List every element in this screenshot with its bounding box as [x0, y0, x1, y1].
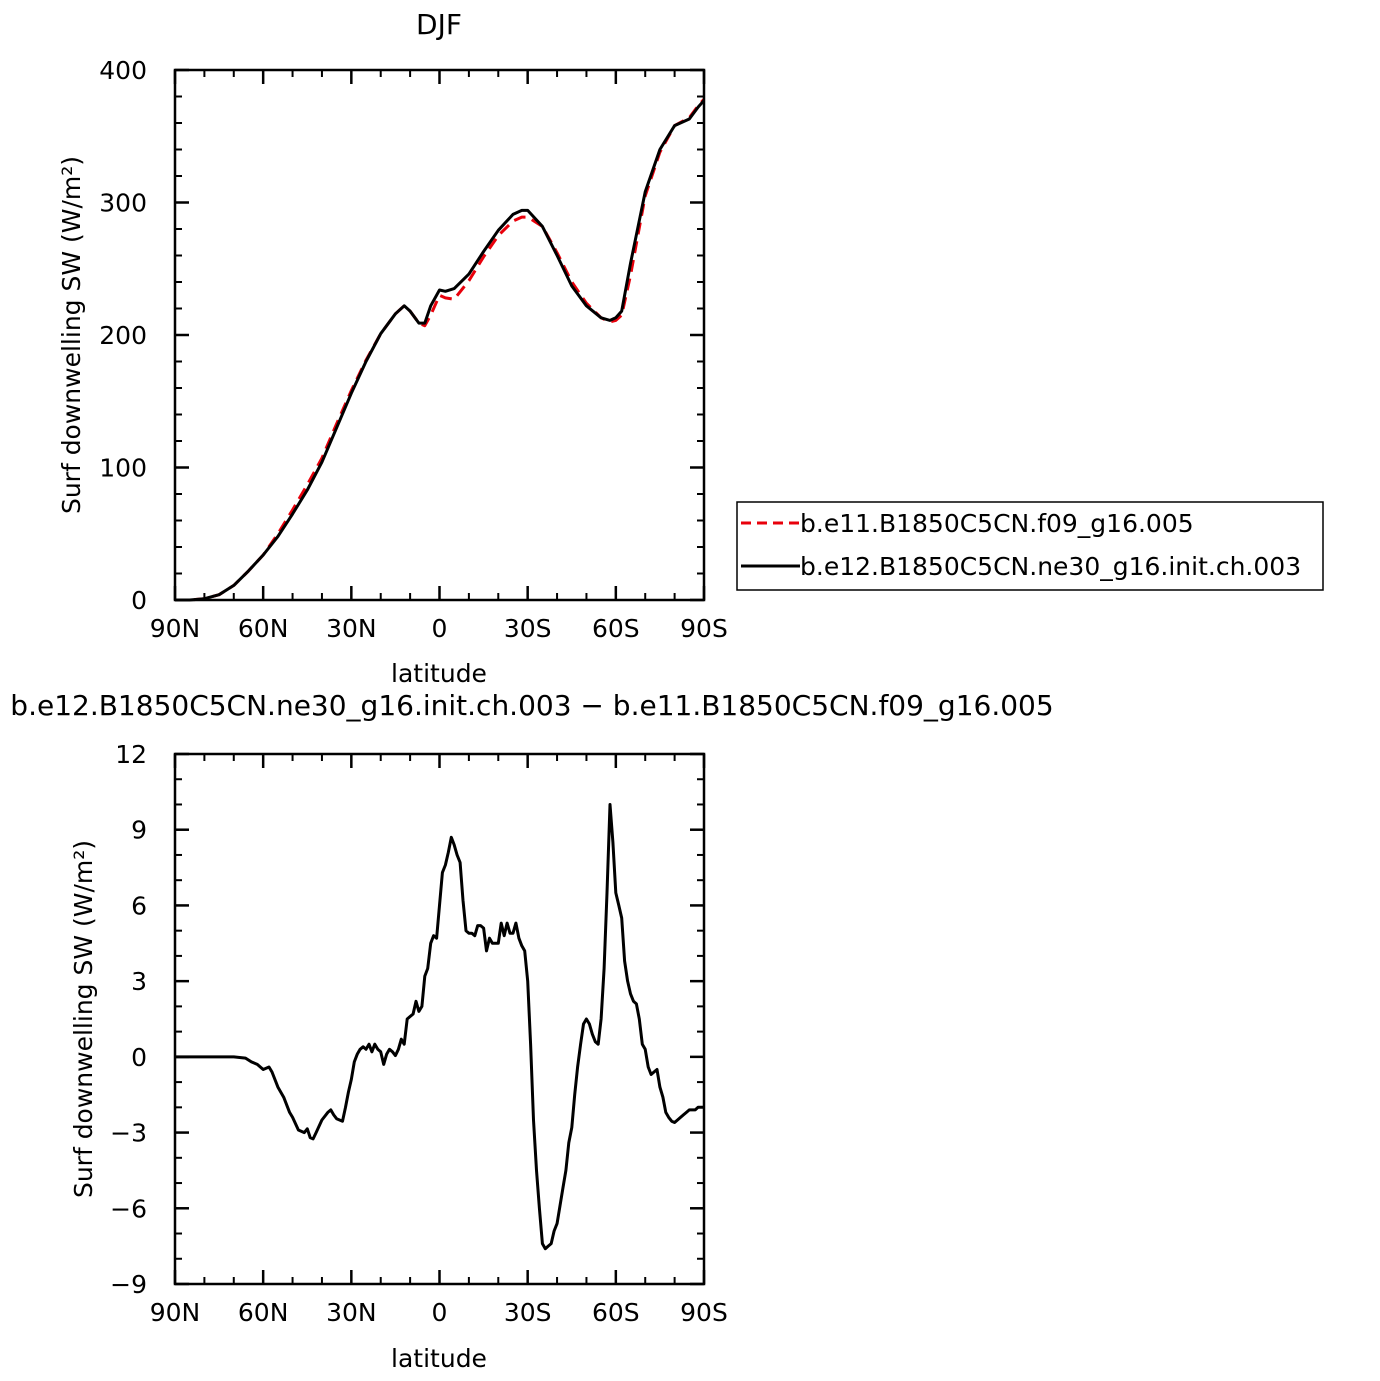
bottom-x-tick-label: 0 [432, 1298, 448, 1327]
legend-label-series-1: b.e11.B1850C5CN.f09_g16.005 [800, 509, 1194, 538]
top-plot-title: DJF [416, 8, 462, 41]
top-x-tick-label: 30S [504, 614, 552, 643]
bottom-x-tick-label: 60S [592, 1298, 640, 1327]
top-y-axis-title: Surf downwelling SW (W/m²) [57, 156, 86, 514]
bottom-y-tick-label: 9 [131, 816, 147, 845]
legend-label-series-2: b.e12.B1850C5CN.ne30_g16.init.ch.003 [800, 552, 1301, 581]
bottom-x-tick-label: 30S [504, 1298, 552, 1327]
bottom-axis-ticks: 90N 60N 30N 0 30S 60S 90S −9 −6 −3 0 3 6 9 12 [110, 740, 728, 1327]
top-x-tick-label: 30N [326, 614, 377, 643]
top-y-tick-label: 0 [131, 586, 147, 615]
bottom-x-axis-title: latitude [391, 1344, 487, 1373]
top-axis-ticks: 90N 60N 30N 0 30S 60S 90S 0 100 200 300 400 [99, 56, 728, 643]
bottom-plot-frame [173, 752, 706, 1286]
top-x-tick-label: 0 [432, 614, 448, 643]
top-series-group [175, 98, 706, 602]
top-y-tick-label: 200 [99, 321, 147, 350]
top-y-tick-label: 400 [99, 56, 147, 85]
bottom-y-tick-label: 6 [131, 891, 147, 920]
legend: b.e11.B1850C5CN.f09_g16.005 b.e12.B1850C… [736, 501, 1324, 591]
bottom-y-tick-label: −3 [110, 1119, 147, 1148]
top-series-line-2 [175, 99, 706, 602]
bottom-series-line-1 [175, 803, 704, 1251]
bottom-x-tick-label: 60N [238, 1298, 289, 1327]
bottom-y-tick-label: 3 [131, 967, 147, 996]
bottom-y-tick-label: 0 [131, 1043, 147, 1072]
top-x-tick-label: 60N [238, 614, 289, 643]
bottom-plot-title: b.e12.B1850C5CN.ne30_g16.init.ch.003 − b… [10, 689, 1053, 722]
top-series-line-1 [175, 98, 706, 602]
top-x-tick-label: 60S [592, 614, 640, 643]
bottom-panel: b.e12.B1850C5CN.ne30_g16.init.ch.003 − b… [10, 689, 1053, 1373]
top-y-tick-label: 100 [99, 454, 147, 483]
bottom-y-tick-label: 12 [115, 740, 147, 769]
top-x-axis-title: latitude [391, 659, 487, 688]
bottom-series-group [175, 803, 704, 1251]
bottom-y-tick-label: −9 [110, 1270, 147, 1299]
top-panel: DJF 90N 60N 30N 0 30S 60S 90S 0 100 200 300 400 lat… [57, 8, 1324, 688]
bottom-x-tick-label: 90N [150, 1298, 201, 1327]
bottom-y-tick-label: −6 [110, 1194, 147, 1223]
top-x-tick-label: 90S [680, 614, 728, 643]
top-plot-frame [173, 68, 706, 602]
bottom-y-axis-title: Surf downwelling SW (W/m²) [69, 840, 98, 1198]
legend-box [736, 501, 1324, 591]
top-x-tick-label: 90N [150, 614, 201, 643]
bottom-x-tick-label: 90S [680, 1298, 728, 1327]
top-y-tick-label: 300 [99, 189, 147, 218]
bottom-x-tick-label: 30N [326, 1298, 377, 1327]
